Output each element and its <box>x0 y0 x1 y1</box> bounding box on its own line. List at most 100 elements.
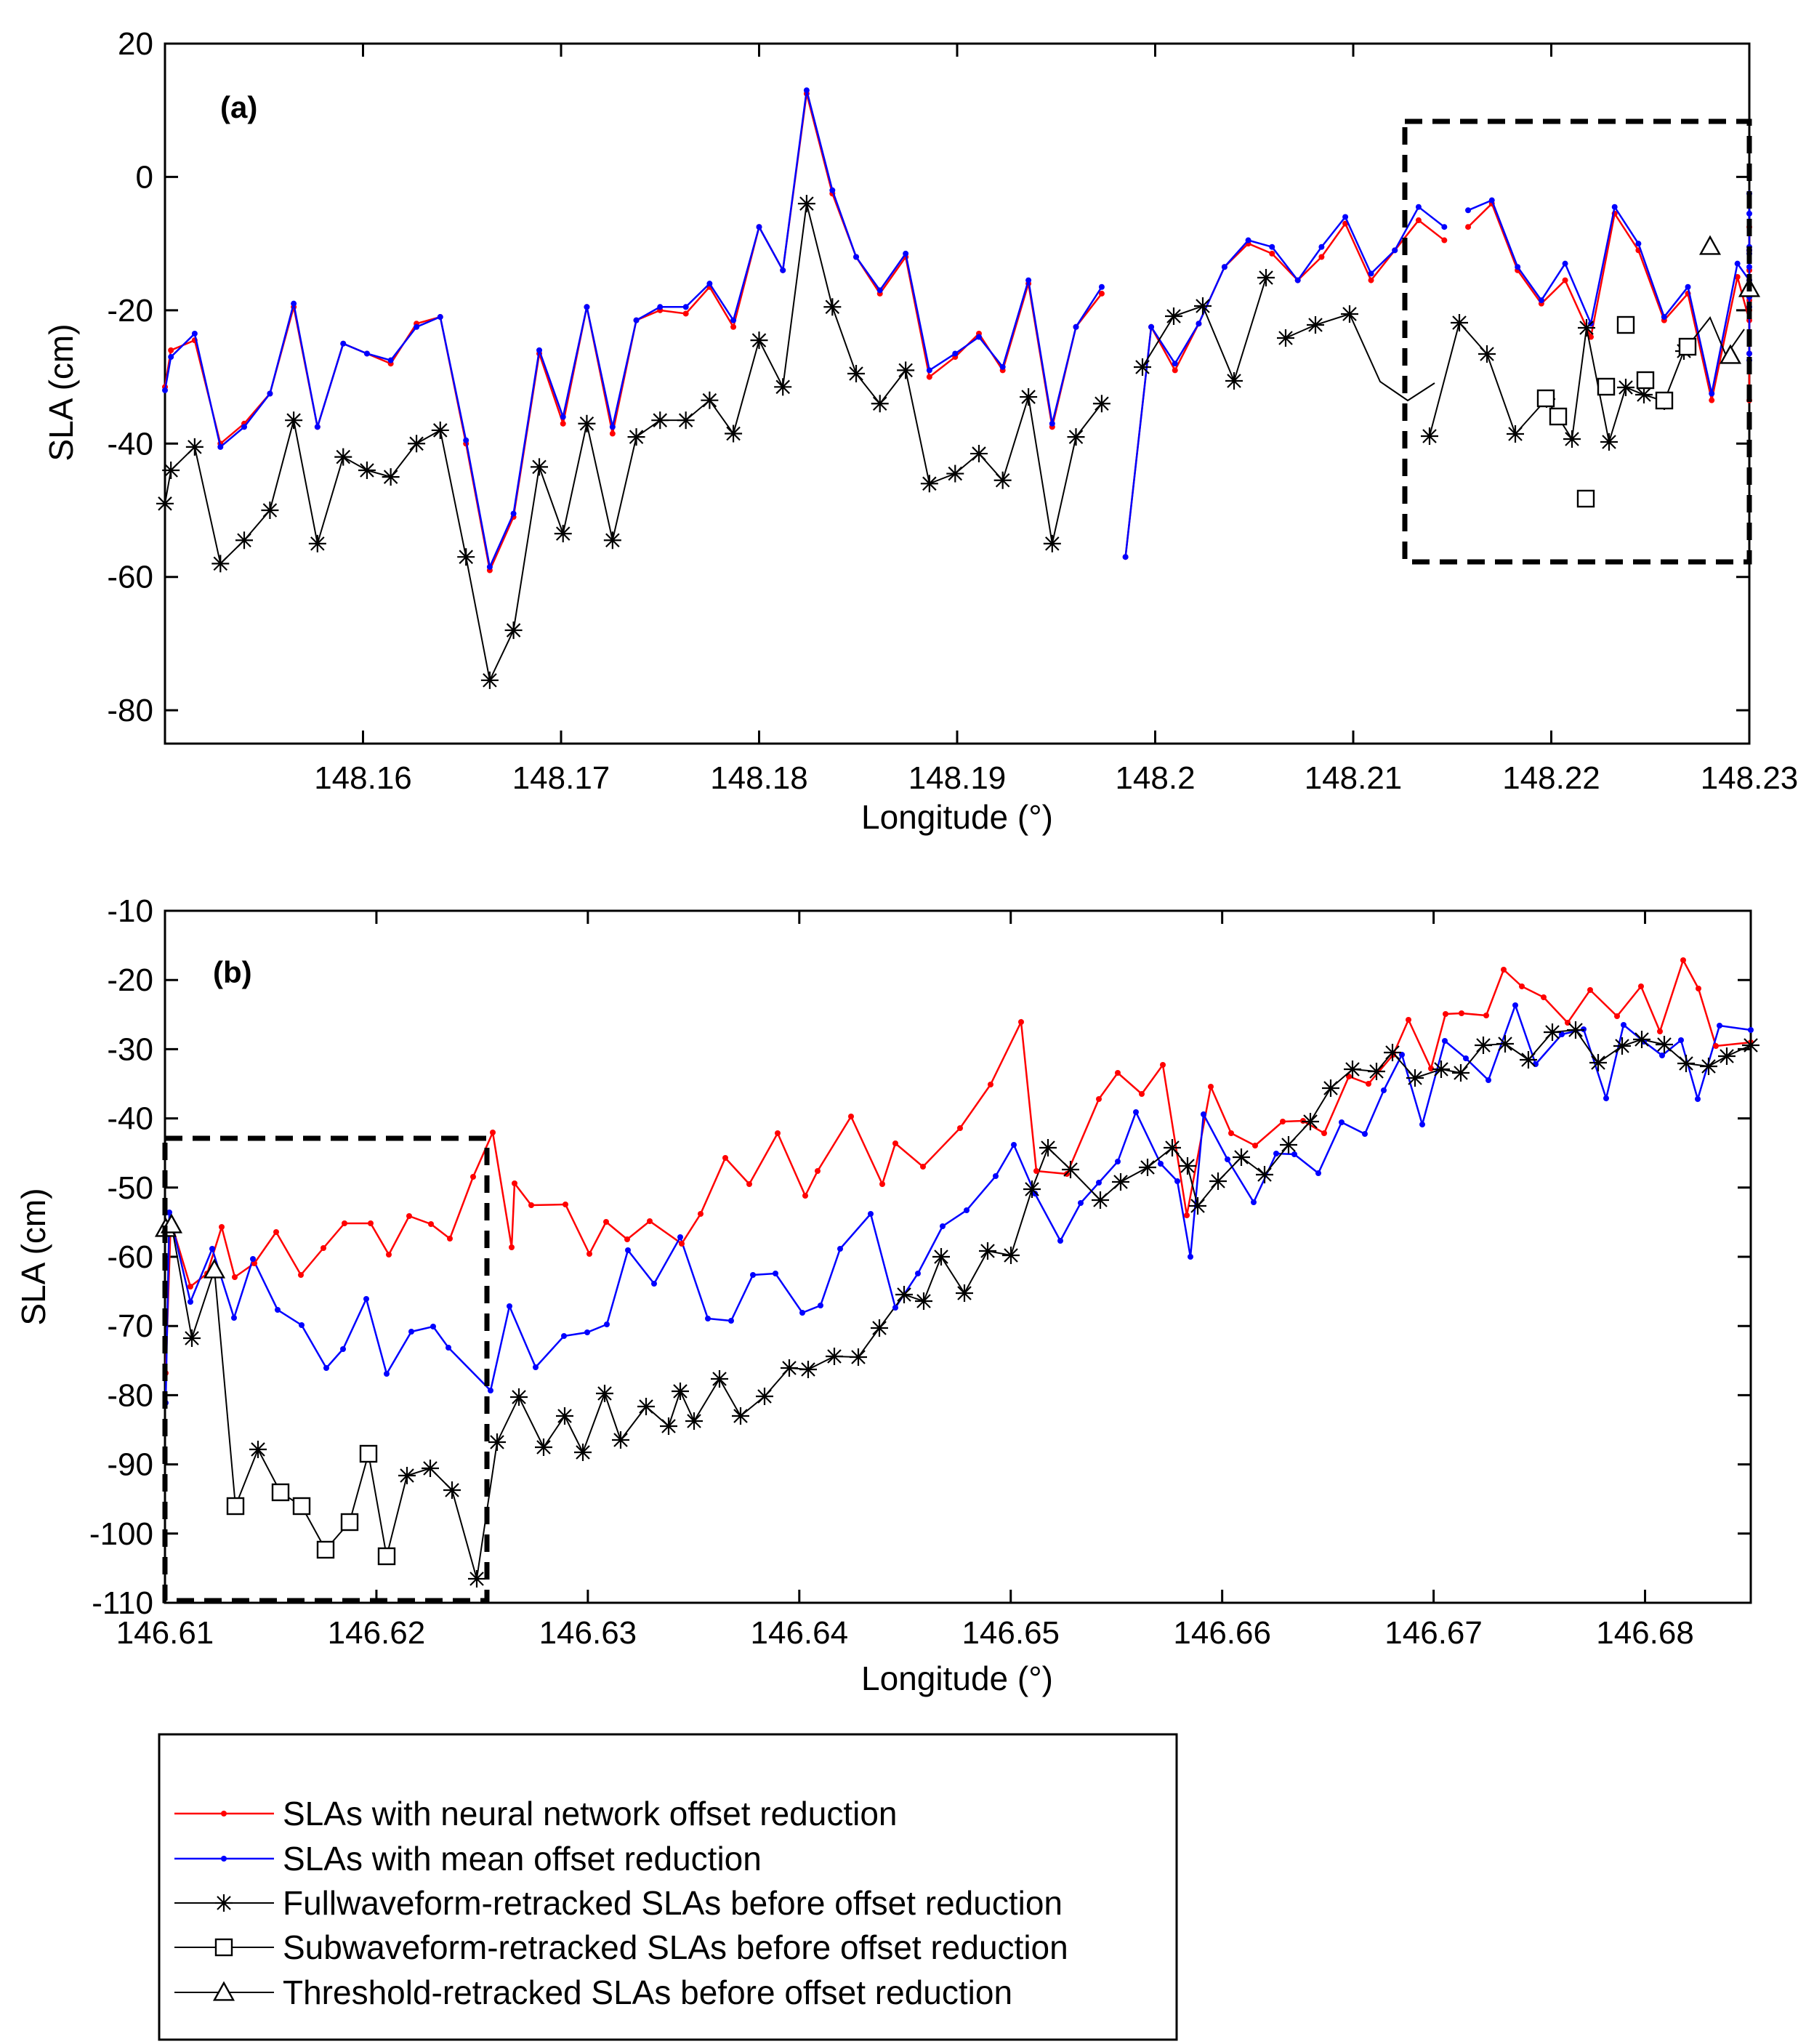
panel-b-subwaveform-marker <box>377 1547 396 1566</box>
panel-b-fullwaveform-marker <box>1112 1173 1129 1191</box>
panel-a-y-tick-label: -80 <box>107 693 153 728</box>
panel-b-fullwaveform-marker <box>915 1292 932 1310</box>
panel-b-fullwaveform-marker <box>826 1348 843 1365</box>
panel-b-x-tick-label: 146.63 <box>539 1615 637 1651</box>
panel-a-blue-point <box>1392 247 1398 254</box>
panel-b-x-tick-label: 146.64 <box>751 1615 849 1651</box>
panel-b-red-point <box>892 1140 898 1146</box>
panel-b-fullwaveform-marker <box>732 1407 749 1425</box>
panel-a-blue-point <box>267 390 273 397</box>
panel-a-blue-point <box>1415 204 1422 210</box>
panel-b-red-point <box>447 1236 453 1242</box>
panel-b-blue-point <box>837 1246 843 1252</box>
panel-a-fullwaveform-marker <box>431 421 449 439</box>
panel-a-fullwaveform-marker <box>1341 305 1358 323</box>
panel-b-blue-point <box>1115 1159 1121 1164</box>
panel-a-blue-point <box>1148 323 1155 330</box>
panel-b-blue-point <box>1225 1156 1230 1162</box>
panel-a-blue-line <box>1124 205 1446 558</box>
panel-a-blue-point <box>314 424 321 430</box>
panel-a-blue-point <box>952 350 959 357</box>
panel-b-blue-point <box>1078 1200 1084 1206</box>
panel-b-blue-point <box>507 1303 512 1309</box>
panel-a-blue-point <box>536 347 543 353</box>
panel-a-fullwaveform-marker <box>970 445 988 463</box>
panel-b-fullwaveform-marker <box>1633 1031 1650 1048</box>
panel-a-blue-point <box>510 510 517 517</box>
panel-b-y-ticks: -10 -20 -30 -40 -50 -60 -70 -80 -90 -100 -110 <box>89 893 1751 1621</box>
panel-b-blue-point <box>446 1345 451 1351</box>
panel-b-red-point <box>848 1114 854 1119</box>
panel-a-red-point <box>1709 397 1715 403</box>
panel-a-blue-point <box>560 414 566 420</box>
panel-b-blue-point <box>940 1223 946 1229</box>
panel-b-blue-point <box>604 1321 610 1327</box>
panel-a-fullwaveform-marker <box>1451 314 1468 331</box>
panel-a-blue-point <box>756 224 762 230</box>
legend-entry: Threshold-retracked SLAs before offset r… <box>174 1973 1012 2011</box>
panel-a-subwaveform-marker <box>1655 391 1674 410</box>
panel-b-red-point <box>988 1082 993 1087</box>
panel-b-red-point <box>1406 1017 1411 1023</box>
panel-b-red-point <box>624 1236 630 1242</box>
panel-a-red-point <box>1098 290 1105 297</box>
panel-b-fullwaveform-marker <box>1179 1157 1196 1175</box>
panel-a-fullwaveform-marker <box>480 671 499 689</box>
panel-b-blue-point <box>1748 1027 1754 1033</box>
panel-b-blue-point <box>384 1371 390 1377</box>
panel-b-red-point <box>298 1272 304 1278</box>
panel-a-x-tick-label: 148.18 <box>710 760 808 796</box>
panel-b-blue-point <box>323 1365 329 1371</box>
panel-a-blue-point <box>1318 244 1325 250</box>
panel-b-x-tick-label: 146.61 <box>116 1615 214 1651</box>
panel-b-x-axis-label: Longitude (°) <box>861 1659 1053 1697</box>
panel-b-fullwaveform-marker <box>1139 1159 1156 1176</box>
panel-a-y-tick-label: -20 <box>107 293 153 329</box>
panel-b-red-point <box>1280 1119 1286 1124</box>
panel-a-highlight-box <box>1402 118 1752 565</box>
panel-a-red-point <box>1465 224 1472 230</box>
panel-a-blue-point <box>876 287 883 294</box>
panel-a-blue-point <box>162 387 168 393</box>
panel-b-fullwaveform-marker <box>1302 1113 1319 1130</box>
panel-a-x-tick-label: 148.2 <box>1115 760 1195 796</box>
panel-b-blue-point <box>677 1234 683 1240</box>
panel-a-red-point <box>730 323 737 330</box>
panel-a-y-tick-label: 0 <box>136 159 153 195</box>
panel-b-fullwaveform-marker <box>1322 1079 1339 1097</box>
panel-b-x-tick-label: 146.65 <box>962 1615 1060 1651</box>
panel-b-blue-point <box>1158 1161 1164 1167</box>
panel-b-fullwaveform-marker <box>1092 1191 1109 1209</box>
panel-b-blue-point <box>166 1210 172 1215</box>
panel-a-fullwaveform-marker <box>897 361 915 379</box>
legend-entries: SLAs with neural network offset reductio… <box>174 1795 1068 2011</box>
panel-b-blue-point <box>1621 1022 1626 1028</box>
panel-b-red-point <box>1459 1010 1464 1016</box>
panel-b-red-point <box>722 1155 728 1161</box>
panel-b-fullwaveform-marker <box>1677 1055 1695 1072</box>
panel-a-fullwaveform-marker <box>285 411 303 430</box>
panel-b-fullwaveform-marker <box>850 1348 867 1366</box>
panel-a-blue-point <box>584 304 590 310</box>
legend-entry: SLAs with mean offset reduction <box>174 1840 762 1878</box>
panel-a-fullwaveform-marker <box>823 298 842 316</box>
panel-b-blue-point <box>430 1324 436 1329</box>
panel-b-red-point <box>1657 1029 1663 1034</box>
panel-b-red-point <box>219 1224 225 1230</box>
panel-b-fullwaveform-marker <box>535 1439 552 1456</box>
panel-a-blue-point <box>853 254 860 260</box>
panel-a-fullwaveform-marker <box>847 364 866 382</box>
panel-b-fullwaveform-marker <box>1280 1136 1297 1154</box>
panel-b-blue-point <box>209 1246 215 1252</box>
panel-a-x-tick-label: 148.21 <box>1305 760 1403 796</box>
panel-b-red-point <box>1614 1013 1620 1019</box>
panel-b-fullwaveform-marker <box>781 1359 798 1377</box>
panel-b-blue-point <box>1678 1037 1684 1043</box>
panel-b-red-point <box>1587 987 1593 993</box>
panel-a-plot-area <box>164 42 1751 745</box>
panel-a-blue-point <box>1294 277 1301 283</box>
panel-b-y-axis-label: SLA (cm) <box>15 1188 52 1325</box>
panel-a-red-point <box>1441 237 1448 244</box>
panel-b-red-point <box>368 1220 374 1226</box>
legend-dot-marker <box>221 1856 227 1862</box>
